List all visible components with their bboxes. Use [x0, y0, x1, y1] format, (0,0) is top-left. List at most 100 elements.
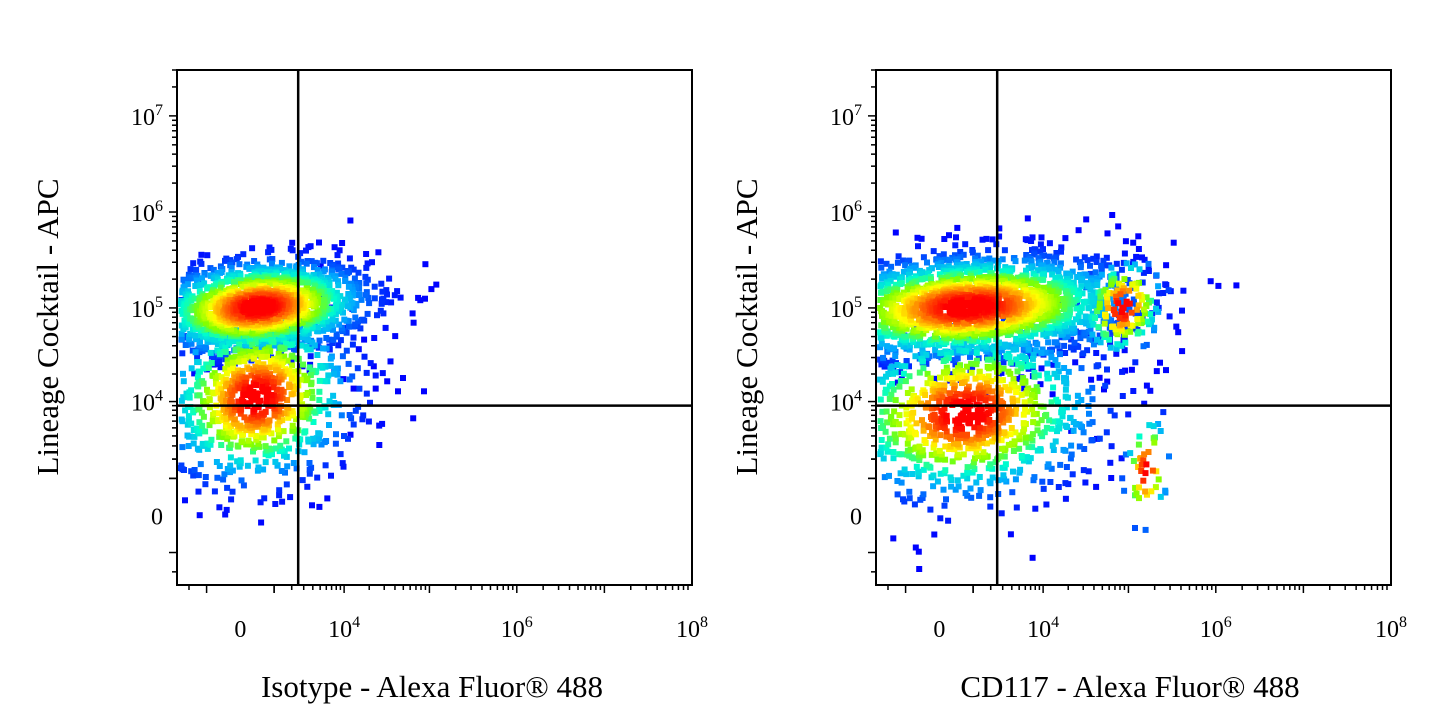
data-point — [1133, 306, 1140, 313]
data-point — [1062, 235, 1069, 242]
data-point — [240, 399, 247, 405]
data-point — [197, 461, 204, 468]
data-point — [323, 318, 330, 325]
data-point — [1061, 378, 1068, 385]
data-point — [935, 328, 942, 335]
data-point — [329, 316, 336, 323]
data-point — [1104, 300, 1111, 307]
data-point — [256, 275, 263, 281]
data-point — [333, 431, 339, 438]
data-point — [265, 249, 272, 256]
data-point — [941, 387, 947, 394]
data-point — [255, 370, 262, 377]
data-point — [878, 437, 885, 443]
data-point — [1080, 429, 1087, 436]
data-point — [242, 386, 249, 393]
data-point — [950, 342, 957, 349]
data-point — [912, 429, 918, 436]
data-point — [260, 434, 267, 441]
data-point — [297, 376, 304, 383]
data-point — [888, 263, 895, 270]
data-point — [358, 317, 365, 323]
data-point — [1122, 238, 1129, 245]
data-point — [1038, 349, 1045, 356]
data-point — [960, 329, 967, 336]
data-point — [376, 442, 383, 448]
data-point — [267, 358, 274, 365]
data-point — [410, 415, 417, 422]
data-point — [1107, 340, 1114, 347]
data-point — [884, 419, 891, 426]
data-point — [224, 391, 231, 398]
data-point — [1029, 294, 1036, 301]
data-point — [1122, 329, 1128, 336]
data-point — [276, 418, 283, 425]
data-point — [884, 448, 891, 455]
data-point — [178, 397, 185, 404]
data-point — [884, 359, 891, 366]
data-point — [268, 430, 275, 437]
data-point — [1141, 451, 1148, 458]
data-point — [324, 495, 331, 502]
data-point — [878, 361, 885, 368]
data-point — [1028, 238, 1035, 244]
data-point — [906, 346, 913, 353]
data-point — [235, 398, 242, 405]
y-tick-label: 105 — [131, 294, 163, 323]
data-point — [1101, 386, 1107, 393]
data-point — [202, 307, 209, 314]
data-point — [1024, 215, 1031, 222]
data-point — [275, 351, 282, 357]
data-point — [885, 282, 892, 289]
data-point — [350, 307, 357, 314]
data-point — [1103, 331, 1110, 338]
data-point — [1104, 296, 1111, 303]
data-point — [1082, 479, 1089, 486]
data-point — [364, 276, 371, 283]
data-point — [985, 336, 992, 343]
data-point — [1153, 299, 1160, 306]
data-point — [305, 330, 312, 337]
data-point — [272, 445, 279, 452]
data-point — [1051, 330, 1058, 337]
data-point — [1078, 365, 1085, 372]
data-point — [384, 291, 390, 298]
data-point — [986, 255, 993, 262]
data-point — [904, 390, 911, 396]
data-point — [217, 364, 224, 371]
data-point — [882, 314, 889, 321]
data-point — [976, 268, 983, 275]
data-point — [231, 289, 237, 296]
data-point — [892, 229, 899, 236]
data-point — [1038, 365, 1045, 372]
data-point — [178, 462, 185, 469]
data-point — [971, 330, 978, 337]
data-point — [896, 412, 903, 419]
data-point — [355, 318, 362, 325]
data-point — [1136, 310, 1143, 317]
data-point — [243, 375, 250, 382]
data-point — [267, 348, 274, 355]
data-point — [1089, 396, 1096, 403]
data-point — [1015, 361, 1022, 368]
data-point — [1020, 411, 1027, 418]
data-point — [974, 442, 981, 449]
data-point — [887, 344, 894, 351]
data-point — [947, 329, 954, 335]
data-point — [309, 502, 315, 509]
data-point — [1068, 336, 1075, 343]
data-point — [204, 285, 211, 292]
data-point — [179, 444, 186, 451]
data-point — [1016, 436, 1023, 443]
data-point — [1027, 320, 1034, 327]
data-point — [973, 357, 980, 364]
data-point — [232, 347, 239, 354]
data-point — [1008, 425, 1015, 431]
data-point — [919, 495, 926, 501]
data-point — [1130, 296, 1137, 303]
data-point — [1130, 388, 1137, 394]
data-point — [1121, 347, 1128, 354]
data-point — [1035, 316, 1042, 322]
data-point — [205, 365, 212, 371]
data-point — [255, 417, 262, 424]
